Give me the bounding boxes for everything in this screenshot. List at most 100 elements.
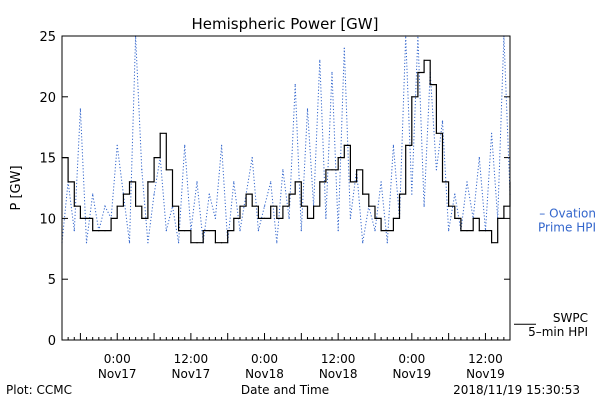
data-point bbox=[128, 242, 131, 244]
data-point bbox=[448, 230, 450, 232]
data-point bbox=[337, 230, 339, 232]
data-point bbox=[116, 205, 118, 207]
legend-ovation-text: – Ovation bbox=[539, 206, 596, 220]
data-point bbox=[196, 242, 198, 244]
data-point bbox=[294, 181, 296, 183]
data-point bbox=[294, 84, 296, 86]
series-line bbox=[62, 59, 511, 244]
data-point bbox=[263, 217, 266, 219]
data-point bbox=[159, 132, 161, 134]
data-point bbox=[313, 205, 315, 207]
data-point bbox=[306, 217, 309, 219]
data-point bbox=[116, 144, 118, 146]
x-tick-label-time: 12:00 bbox=[174, 352, 209, 366]
x-tick-label-time: 0:00 bbox=[398, 352, 425, 366]
data-point bbox=[374, 217, 376, 219]
data-point bbox=[319, 181, 321, 183]
data-point bbox=[79, 108, 81, 110]
data-point bbox=[184, 144, 186, 146]
data-point bbox=[178, 242, 180, 244]
data-point bbox=[337, 157, 339, 159]
data-point bbox=[257, 230, 259, 232]
data-point bbox=[184, 230, 186, 232]
data-point bbox=[478, 157, 480, 159]
x-axis-label: Date and Time bbox=[241, 383, 329, 397]
data-point bbox=[466, 181, 468, 183]
data-point bbox=[147, 181, 149, 183]
data-point bbox=[214, 242, 216, 244]
x-tick-label-time: 0:00 bbox=[251, 352, 278, 366]
data-point bbox=[411, 193, 413, 195]
data-point bbox=[208, 230, 210, 232]
data-point bbox=[349, 181, 351, 183]
data-point bbox=[79, 217, 81, 219]
data-point bbox=[190, 242, 192, 244]
data-point bbox=[423, 205, 425, 207]
data-point bbox=[141, 217, 143, 219]
data-point bbox=[153, 157, 155, 159]
data-point bbox=[85, 242, 88, 244]
data-point bbox=[165, 230, 167, 232]
data-point bbox=[282, 169, 284, 171]
data-point bbox=[411, 96, 413, 98]
data-point bbox=[386, 230, 388, 232]
data-point bbox=[454, 193, 456, 195]
y-tick-label: 5 bbox=[48, 273, 56, 288]
data-point bbox=[233, 181, 235, 183]
data-point bbox=[362, 193, 364, 195]
data-point bbox=[245, 193, 247, 195]
data-point bbox=[300, 230, 302, 232]
data-point bbox=[491, 132, 493, 134]
data-point bbox=[270, 205, 272, 207]
data-point bbox=[208, 193, 210, 195]
data-point bbox=[251, 205, 253, 207]
data-point bbox=[221, 242, 223, 244]
data-point bbox=[92, 193, 94, 195]
data-point bbox=[460, 230, 462, 232]
x-tick-label-time: 0:00 bbox=[104, 352, 131, 366]
data-point bbox=[435, 132, 437, 134]
x-tick-label-time: 12:00 bbox=[321, 352, 356, 366]
data-point bbox=[429, 84, 431, 86]
data-point bbox=[288, 217, 290, 219]
data-point bbox=[417, 71, 419, 74]
data-point bbox=[343, 144, 345, 146]
data-point bbox=[141, 169, 143, 171]
data-point bbox=[227, 230, 229, 232]
data-point bbox=[368, 205, 370, 207]
data-point bbox=[466, 230, 468, 232]
data-point bbox=[478, 230, 480, 232]
data-point bbox=[386, 242, 388, 244]
data-point bbox=[405, 144, 407, 146]
x-tick-label-date: Nov19 bbox=[392, 367, 431, 381]
x-tick-label-date: Nov18 bbox=[245, 367, 284, 381]
x-axis: 0:00Nov1712:00Nov170:00Nov1812:00Nov180:… bbox=[61, 333, 511, 381]
data-point bbox=[435, 169, 437, 171]
data-point bbox=[276, 242, 278, 244]
data-point bbox=[165, 169, 167, 171]
data-point bbox=[380, 181, 382, 183]
data-point bbox=[147, 242, 149, 244]
data-point bbox=[472, 217, 474, 219]
data-point bbox=[257, 217, 259, 219]
y-axis-label: P [GW] bbox=[9, 165, 24, 210]
data-point bbox=[398, 193, 401, 195]
data-point bbox=[153, 193, 155, 195]
plot-timestamp: 2018/11/19 15:30:53 bbox=[453, 383, 580, 397]
series-ovation bbox=[61, 35, 511, 244]
data-point bbox=[73, 230, 75, 232]
data-point bbox=[380, 230, 382, 232]
data-point bbox=[497, 217, 499, 219]
y-tick-label: 25 bbox=[39, 30, 56, 45]
data-point bbox=[270, 181, 272, 183]
data-point bbox=[282, 205, 284, 207]
data-point bbox=[441, 181, 444, 183]
data-point bbox=[306, 108, 309, 110]
data-point bbox=[122, 193, 124, 195]
data-point bbox=[196, 181, 198, 183]
data-point bbox=[454, 217, 456, 219]
plot-frame bbox=[61, 35, 511, 341]
x-tick-label-date: Nov17 bbox=[172, 367, 211, 381]
